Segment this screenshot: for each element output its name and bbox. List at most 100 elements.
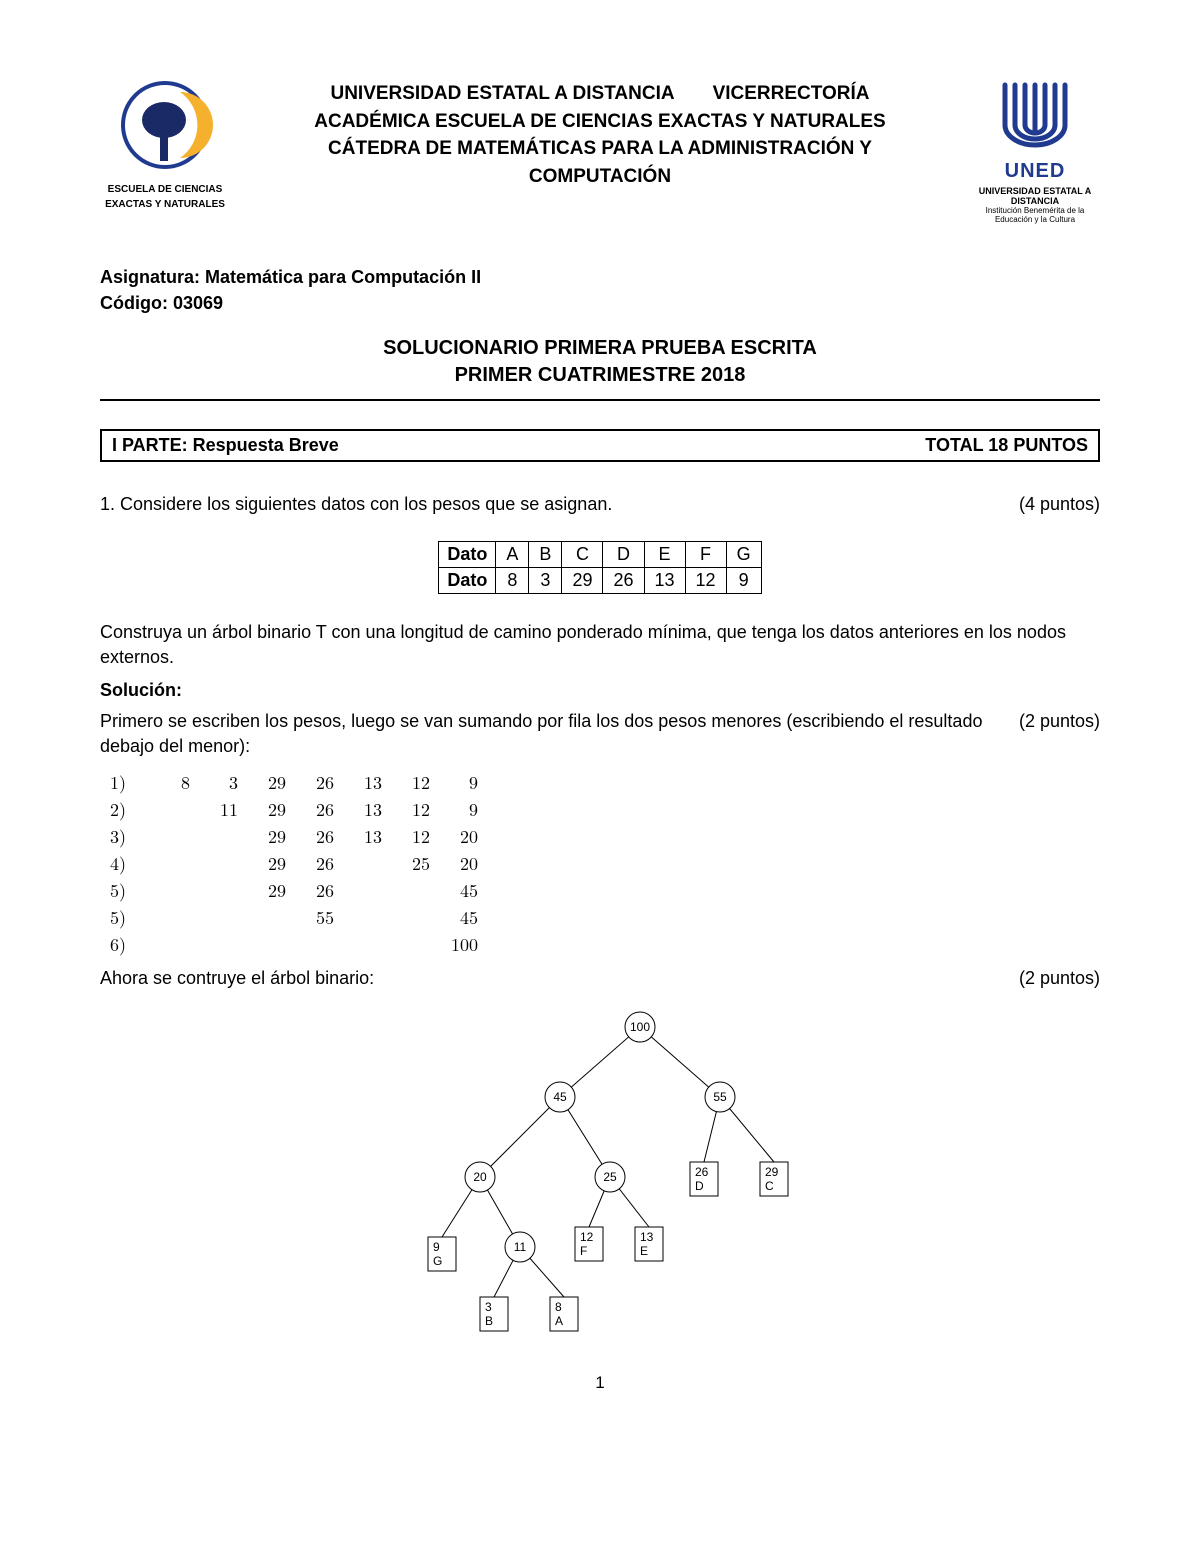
steps-cell — [344, 904, 392, 931]
section-header: I PARTE: Respuesta Breve TOTAL 18 PUNTOS — [100, 429, 1100, 462]
steps-cell: 9 — [440, 769, 488, 796]
logo-right: UNED UNIVERSIDAD ESTATAL A DISTANCIA Ins… — [970, 80, 1100, 224]
steps-cell — [200, 931, 248, 958]
steps-row-label: 1) — [100, 769, 152, 796]
steps-cell — [392, 931, 440, 958]
steps-cell: 29 — [248, 769, 296, 796]
steps-cell — [344, 877, 392, 904]
data-table-header-row: Dato ABCDEFG — [439, 541, 761, 567]
data-table-row-label-1: Dato — [439, 541, 496, 567]
steps-cell — [344, 931, 392, 958]
steps-cell — [248, 904, 296, 931]
steps-row-label: 2) — [100, 796, 152, 823]
svg-text:29: 29 — [765, 1165, 779, 1179]
steps-row-label: 6) — [100, 931, 152, 958]
svg-text:8: 8 — [555, 1300, 562, 1314]
steps-cell: 13 — [344, 796, 392, 823]
steps-cell — [200, 850, 248, 877]
header-title: UNIVERSIDAD ESTATAL A DISTANCIA VICERREC… — [250, 80, 950, 190]
course-code: Código: 03069 — [100, 290, 1100, 316]
svg-text:20: 20 — [473, 1170, 487, 1184]
steps-cell — [152, 877, 200, 904]
steps-row: 5)292645 — [100, 877, 488, 904]
header-line-4: COMPUTACIÓN — [260, 163, 940, 191]
section-right: TOTAL 18 PUNTOS — [925, 435, 1088, 456]
svg-text:9: 9 — [433, 1240, 440, 1254]
steps-table: 1)832926131292)112926131293)29261312204)… — [100, 769, 488, 958]
tree-intro-points: (2 puntos) — [999, 966, 1100, 991]
svg-text:11: 11 — [514, 1240, 527, 1254]
svg-text:45: 45 — [553, 1090, 567, 1104]
svg-text:26: 26 — [695, 1165, 709, 1179]
tree-logo-icon — [110, 80, 220, 180]
steps-cell — [152, 850, 200, 877]
steps-cell: 11 — [200, 796, 248, 823]
svg-text:13: 13 — [640, 1230, 654, 1244]
steps-cell — [152, 796, 200, 823]
q1-number: 1. — [100, 494, 115, 514]
data-table-val: 8 — [496, 567, 529, 593]
data-table-col: G — [726, 541, 761, 567]
svg-text:100: 100 — [630, 1020, 650, 1034]
svg-text:12: 12 — [580, 1230, 594, 1244]
doc-title-line-1: SOLUCIONARIO PRIMERA PRUEBA ESCRITA — [100, 335, 1100, 362]
doc-title-line-2: PRIMER CUATRIMESTRE 2018 — [100, 362, 1100, 389]
steps-cell: 13 — [344, 823, 392, 850]
svg-text:G: G — [433, 1254, 442, 1268]
svg-text:D: D — [695, 1179, 704, 1193]
logo-left-caption-1: ESCUELA DE CIENCIAS — [100, 184, 230, 195]
data-table-val: 9 — [726, 567, 761, 593]
page-number: 1 — [100, 1373, 1100, 1393]
divider — [100, 399, 1100, 401]
steps-row: 2)11292613129 — [100, 796, 488, 823]
data-table-val: 3 — [529, 567, 562, 593]
svg-text:3: 3 — [485, 1300, 492, 1314]
steps-cell: 29 — [248, 796, 296, 823]
data-table-val: 12 — [685, 567, 726, 593]
logo-left: ESCUELA DE CIENCIAS EXACTAS Y NATURALES — [100, 80, 230, 210]
data-table-col: D — [603, 541, 644, 567]
steps-row-label: 5) — [100, 904, 152, 931]
data-table-col: A — [496, 541, 529, 567]
svg-text:A: A — [555, 1314, 563, 1328]
steps-cell: 29 — [248, 823, 296, 850]
solution-intro-points: (2 puntos) — [999, 709, 1100, 759]
steps-cell: 13 — [344, 769, 392, 796]
data-table-val: 13 — [644, 567, 685, 593]
steps-cell: 8 — [152, 769, 200, 796]
document-title: SOLUCIONARIO PRIMERA PRUEBA ESCRITA PRIM… — [100, 335, 1100, 389]
q1-points: (4 puntos) — [999, 494, 1100, 515]
svg-text:F: F — [580, 1244, 587, 1258]
steps-cell — [296, 931, 344, 958]
steps-cell: 26 — [296, 796, 344, 823]
steps-cell — [392, 877, 440, 904]
header-line-1: UNIVERSIDAD ESTATAL A DISTANCIA VICERREC… — [260, 80, 940, 108]
uned-brand: UNED — [970, 160, 1100, 183]
steps-cell: 12 — [392, 796, 440, 823]
steps-cell: 12 — [392, 769, 440, 796]
data-table-row-label-2: Dato — [439, 567, 496, 593]
svg-text:C: C — [765, 1179, 774, 1193]
svg-text:55: 55 — [713, 1090, 727, 1104]
tree-intro-text: Ahora se contruye el árbol binario: — [100, 966, 999, 991]
steps-cell — [200, 904, 248, 931]
steps-row-label: 5) — [100, 877, 152, 904]
steps-cell: 26 — [296, 877, 344, 904]
header: ESCUELA DE CIENCIAS EXACTAS Y NATURALES … — [100, 80, 1100, 224]
course-subject: Asignatura: Matemática para Computación … — [100, 264, 1100, 290]
instruction: Construya un árbol binario T con una lon… — [100, 620, 1100, 670]
steps-cell: 20 — [440, 823, 488, 850]
data-table-col: B — [529, 541, 562, 567]
solution-intro: Primero se escriben los pesos, luego se … — [100, 709, 1100, 759]
question-1: 1. Considere los siguientes datos con lo… — [100, 494, 1100, 515]
steps-row-label: 4) — [100, 850, 152, 877]
steps-row: 4)29262520 — [100, 850, 488, 877]
solution-intro-text: Primero se escriben los pesos, luego se … — [100, 709, 999, 759]
logo-right-caption-2: Institución Benemérita de la Educación y… — [970, 207, 1100, 225]
steps-cell — [200, 877, 248, 904]
steps-row: 3)2926131220 — [100, 823, 488, 850]
svg-text:25: 25 — [603, 1170, 617, 1184]
steps-cell: 25 — [392, 850, 440, 877]
tree-svg: 100455520251126D29C9G12F13E3B8A — [380, 1002, 820, 1332]
binary-tree: 100455520251126D29C9G12F13E3B8A — [100, 1002, 1100, 1337]
